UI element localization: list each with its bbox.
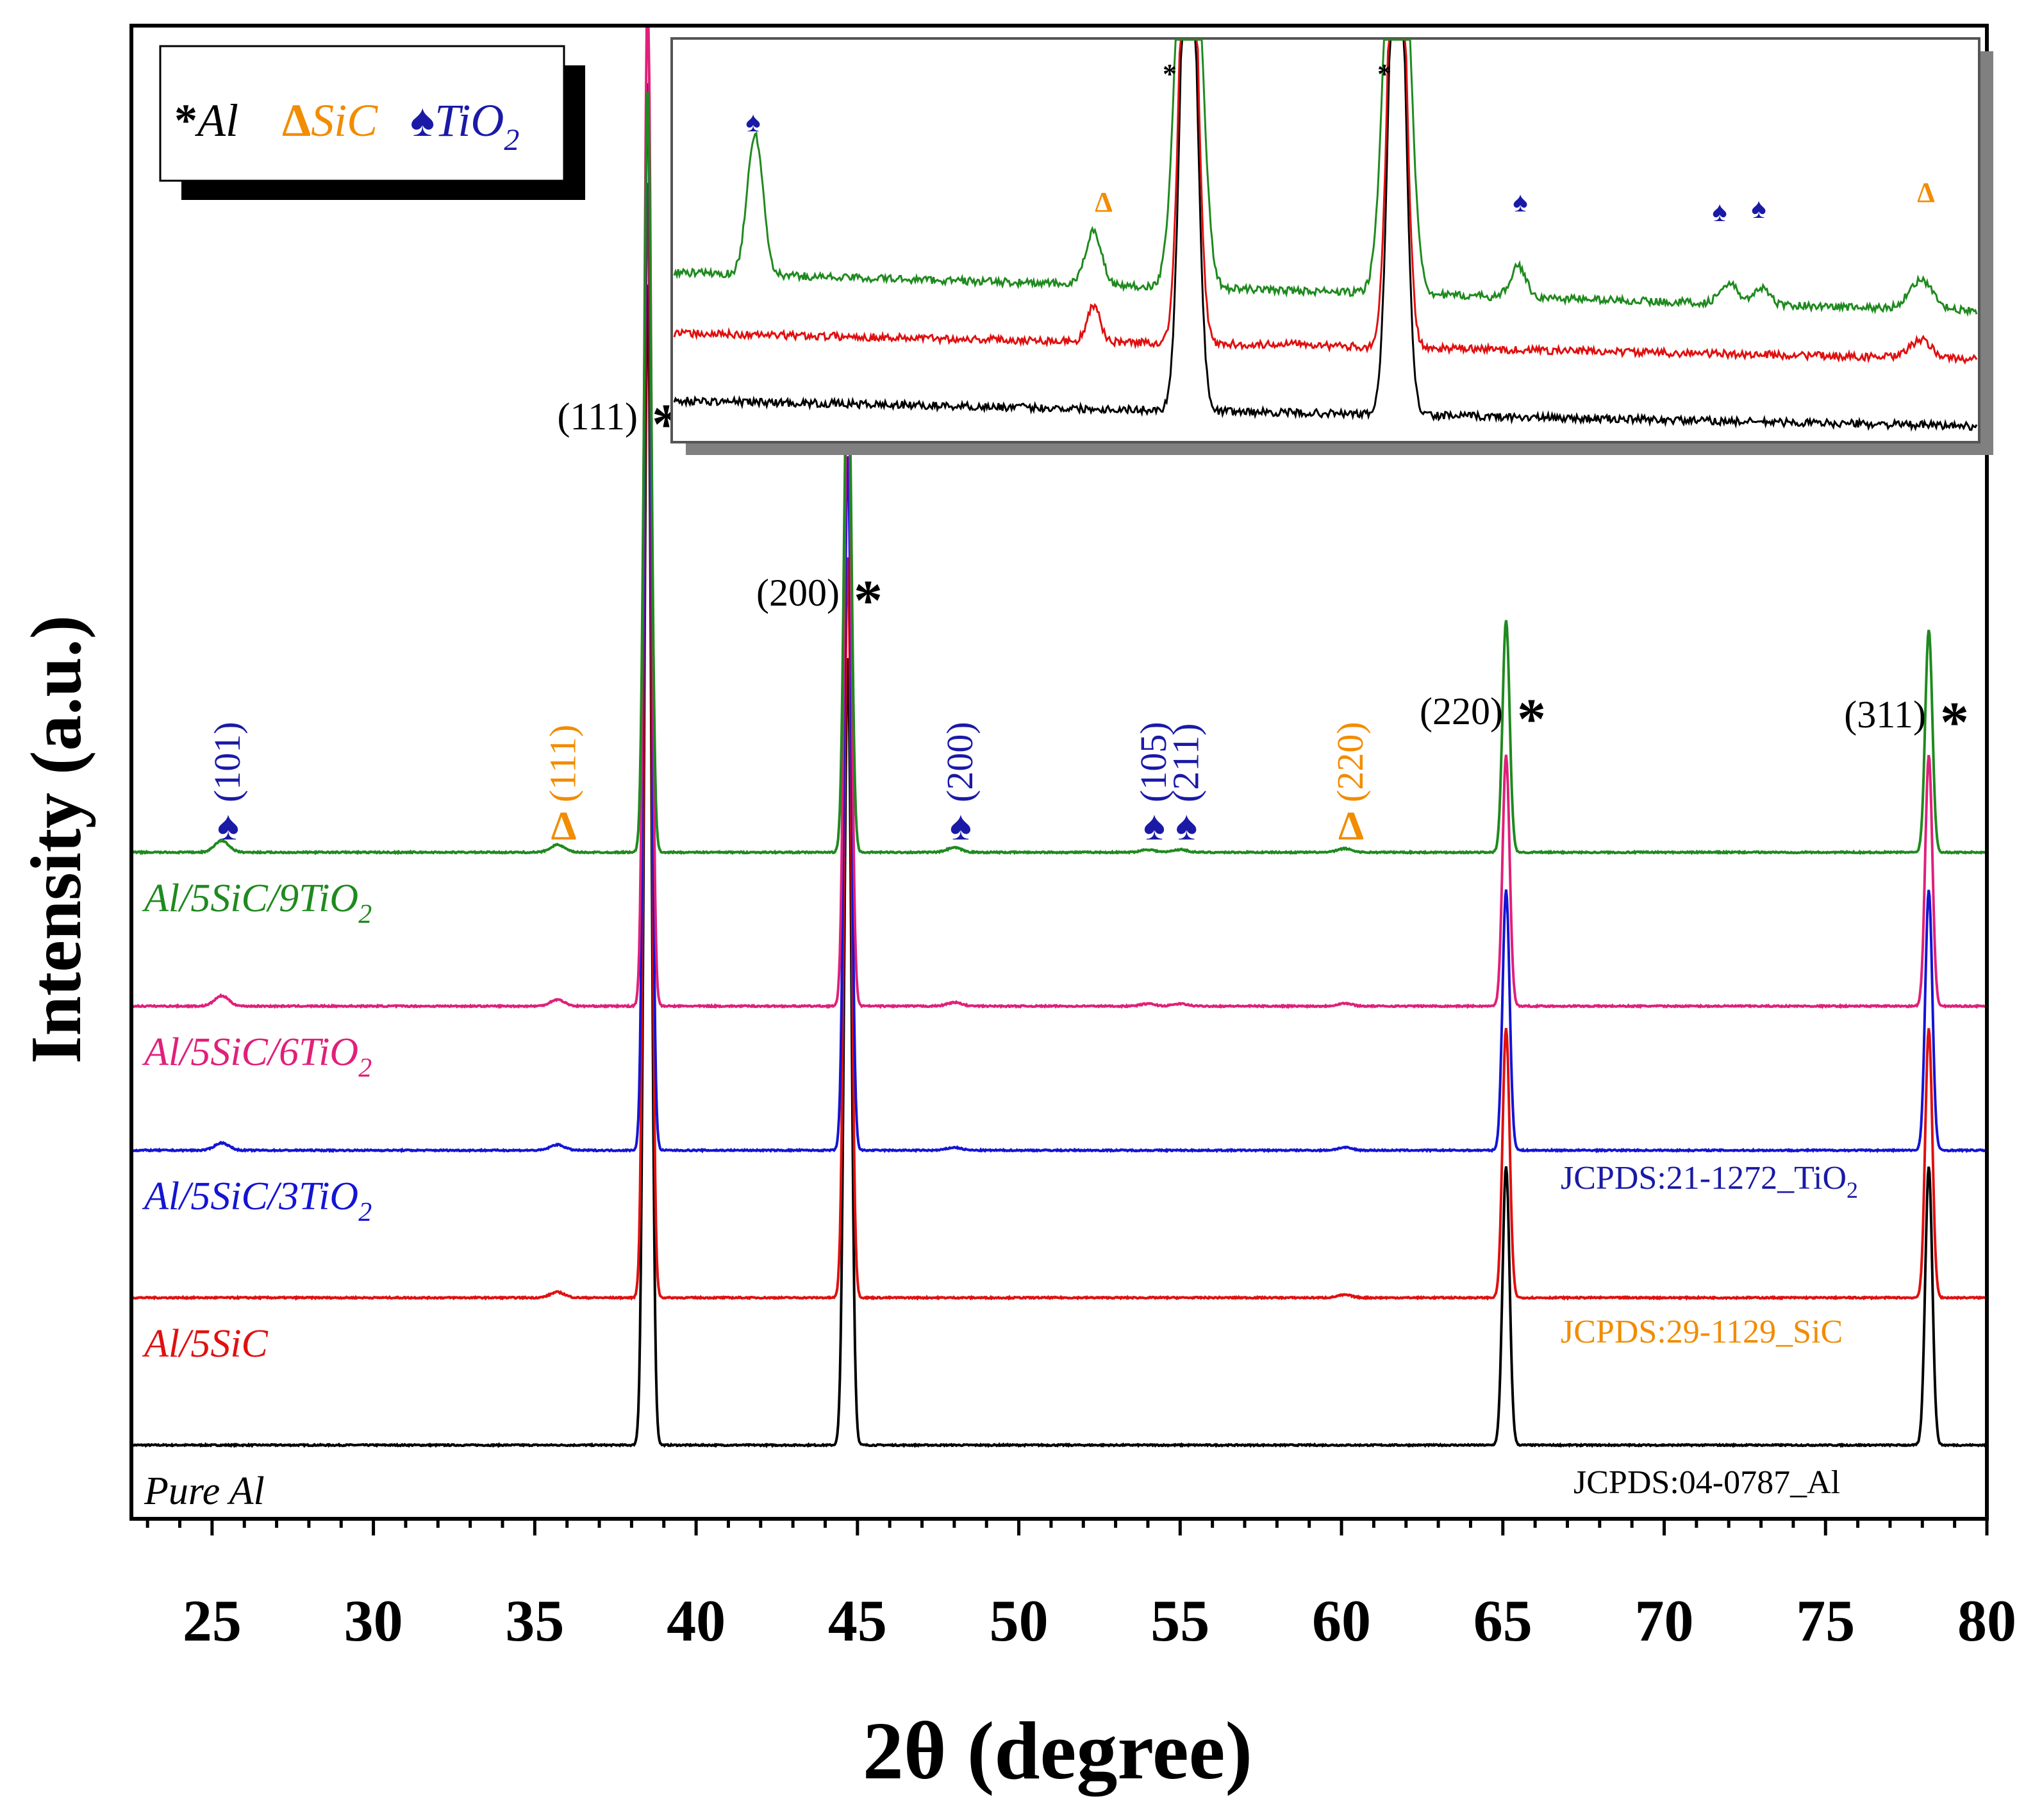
series-label-2: Al/5SiC/3TiO2 xyxy=(142,1175,372,1227)
legend-symbol-1: Δ xyxy=(282,95,311,146)
legend: *Al ΔSiC ♠TiO2 xyxy=(159,45,585,200)
series-group xyxy=(130,26,1988,1448)
series-label-3: Al/5SiC/6TiO2 xyxy=(142,1030,372,1083)
x-tick-label-8: 65 xyxy=(1473,1588,1532,1653)
legend-label-2: TiO xyxy=(435,95,504,146)
x-tick-label-3: 40 xyxy=(667,1588,726,1653)
peak-marker-1: * xyxy=(854,569,883,633)
reference-label-1: JCPDS:29-1129_SiC xyxy=(1561,1314,1843,1350)
inset-marker-3: Δ xyxy=(1095,186,1113,218)
legend-label-1: SiC xyxy=(311,95,378,146)
series-labels: Pure AlAl/5SiCAl/5SiC/3TiO2Al/5SiC/6TiO2… xyxy=(142,877,372,1513)
x-tick-label-9: 70 xyxy=(1635,1588,1694,1653)
series-label-main-1: Al/5SiC xyxy=(142,1322,269,1366)
inset-marker-0: * xyxy=(1163,58,1177,90)
series-line-4 xyxy=(130,91,1987,856)
peak-marker-9: Δ xyxy=(1338,803,1364,848)
legend-entry-1: ΔSiC xyxy=(282,95,378,146)
reference-label-0: JCPDS:21-1272_TiO2 xyxy=(1561,1160,1858,1203)
series-line-1 xyxy=(130,183,1988,1301)
inset-line-1 xyxy=(673,38,1978,365)
peak-label-0: (111) xyxy=(557,395,638,438)
x-tick-label-11: 80 xyxy=(1957,1588,2016,1653)
series-label-sub-3: 2 xyxy=(358,1054,372,1083)
peak-label-1: (200) xyxy=(756,572,840,614)
peak-label-4: (101) xyxy=(206,722,248,802)
series-label-4: Al/5SiC/9TiO2 xyxy=(142,877,372,929)
inset-markers: * * ♠ Δ ♠ ♠ ♠ Δ xyxy=(745,58,1934,228)
series-label-main-2: Al/5SiC/3TiO xyxy=(142,1175,358,1218)
x-axis-ticks: 25 30 35 40 45 50 55 60 65 70 75 80 xyxy=(145,1519,2016,1653)
peak-label-9: (220) xyxy=(1329,722,1371,802)
inset-series xyxy=(673,38,1978,432)
x-tick-label-1: 30 xyxy=(344,1588,403,1653)
reference-main-0: JCPDS:21-1272_TiO xyxy=(1561,1160,1847,1196)
series-line-2 xyxy=(130,83,1988,1154)
peak-annotations: (111) *(200) *(220) * (311) *♠(101)Δ(111)♠(20… xyxy=(206,393,1969,848)
series-label-sub-2: 2 xyxy=(358,1198,372,1227)
legend-entries: *Al ΔSiC ♠TiO2 xyxy=(174,95,519,157)
x-tick-label-0: 25 xyxy=(183,1588,242,1653)
legend-box xyxy=(159,45,565,182)
series-label-1: Al/5SiC xyxy=(142,1322,269,1366)
peak-label-6: (200) xyxy=(939,722,981,802)
reference-label-2: JCPDS:04-0787_Al xyxy=(1573,1464,1840,1501)
reference-sub-0: 2 xyxy=(1847,1177,1858,1203)
peak-label-7: (105) xyxy=(1133,722,1174,802)
legend-entry-2: ♠TiO2 xyxy=(410,95,519,157)
inset-marker-4: ♠ xyxy=(1513,186,1527,218)
legend-sub-2: 2 xyxy=(504,123,519,157)
peak-marker-4: ♠ xyxy=(217,803,239,848)
inset: * * ♠ Δ ♠ ♠ ♠ Δ xyxy=(670,37,1993,455)
x-tick-label-7: 60 xyxy=(1312,1588,1371,1653)
inset-marker-7: Δ xyxy=(1917,177,1935,208)
inset-frame xyxy=(670,37,1980,443)
peak-marker-3: * xyxy=(1940,691,1969,754)
x-tick-label-2: 35 xyxy=(505,1588,564,1653)
plot-frame xyxy=(129,24,1989,1521)
x-tick-label-4: 45 xyxy=(828,1588,887,1653)
x-tick-label-5: 50 xyxy=(990,1588,1049,1653)
inset-line-2 xyxy=(673,38,1978,317)
x-axis-label: 2θ (degree) xyxy=(863,1705,1252,1796)
inset-marker-2: ♠ xyxy=(745,106,760,138)
peak-label-5: (111) xyxy=(542,725,584,802)
peak-marker-5: Δ xyxy=(551,803,577,848)
legend-label-0: Al xyxy=(195,95,238,146)
inset-marker-1: * xyxy=(1377,58,1391,90)
inset-marker-6: ♠ xyxy=(1751,193,1766,224)
series-label-main-0: Pure Al xyxy=(144,1469,265,1513)
series-label-sub-4: 2 xyxy=(358,900,372,929)
peak-marker-7: ♠ xyxy=(1143,803,1165,848)
peak-label-3: (311) xyxy=(1844,693,1926,736)
reference-labels: JCPDS:21-1272_TiO2 JCPDS:29-1129_SiC JCPDS… xyxy=(1561,1160,1858,1501)
inset-marker-5: ♠ xyxy=(1712,196,1727,228)
series-label-0: Pure Al xyxy=(144,1469,265,1513)
peak-label-2: (220) xyxy=(1420,690,1503,732)
peak-marker-2: * xyxy=(1517,688,1546,751)
inset-line-0 xyxy=(673,38,1978,432)
series-line-0 xyxy=(130,285,1988,1448)
x-tick-label-6: 55 xyxy=(1150,1588,1209,1653)
series-label-main-3: Al/5SiC/6TiO xyxy=(142,1030,358,1074)
legend-symbol-2: ♠ xyxy=(410,95,435,146)
reference-main-1: JCPDS:29-1129_SiC xyxy=(1561,1314,1843,1350)
series-label-main-4: Al/5SiC/9TiO xyxy=(142,877,358,920)
reference-main-2: JCPDS:04-0787_Al xyxy=(1573,1464,1840,1501)
peak-marker-6: ♠ xyxy=(950,803,972,848)
y-axis-label: Intensity (a.u.) xyxy=(17,615,96,1064)
series-line-3 xyxy=(131,26,1988,1009)
x-tick-label-10: 75 xyxy=(1796,1588,1855,1653)
peak-label-8: (211) xyxy=(1165,724,1206,802)
peak-marker-8: ♠ xyxy=(1175,803,1197,848)
legend-entry-0: *Al xyxy=(174,95,238,146)
legend-symbol-0: * xyxy=(174,95,197,146)
